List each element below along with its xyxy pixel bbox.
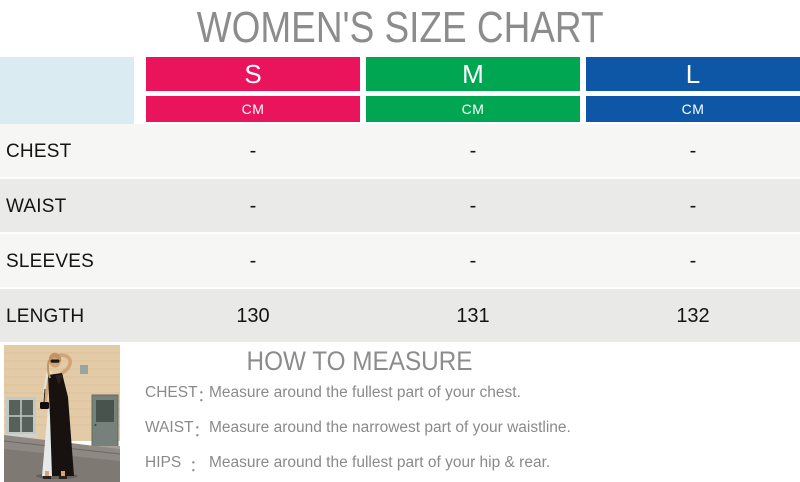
cell-value: -: [469, 195, 477, 217]
page-title-text: WOMEN'S SIZE CHART: [196, 3, 604, 52]
table-row-waist: WAIST - - -: [0, 179, 800, 234]
cell-value: -: [249, 140, 257, 162]
measure-item-waist: WAIST： Measure around the narrowest part…: [145, 419, 745, 440]
cell-value: -: [689, 250, 697, 272]
size-header-s: S: [146, 57, 360, 91]
cell-value: -: [689, 195, 697, 217]
page-title: WOMEN'S SIZE CHART: [0, 0, 800, 56]
cell-value: -: [469, 250, 477, 272]
cell-value: 131: [456, 305, 490, 327]
measure-heading-text: HOW TO MEASURE: [247, 345, 473, 376]
measure-item-chest: CHEST： Measure around the fullest part o…: [145, 384, 745, 405]
cell-value: 132: [676, 305, 710, 327]
measure-label: WAIST：: [145, 419, 210, 440]
measure-text: Measure around the fullest part of your …: [209, 384, 521, 401]
measure-text: Measure around the fullest part of your …: [209, 454, 551, 471]
row-label: CHEST: [6, 140, 72, 162]
table-row-chest: CHEST - - -: [0, 124, 800, 179]
row-label: WAIST: [6, 195, 67, 217]
table-row-length: LENGTH 130 131 132: [0, 289, 800, 344]
size-header-l: L: [586, 57, 800, 91]
model-photo: [4, 345, 120, 482]
size-header-m: M: [366, 57, 580, 91]
unit-cell-s: CM: [146, 96, 360, 122]
row-label: LENGTH: [6, 305, 85, 327]
row-label: SLEEVES: [6, 250, 95, 272]
measure-label: CHEST：: [145, 384, 214, 405]
corner-cell: [0, 57, 134, 124]
table-row-sleeves: SLEEVES - - -: [0, 234, 800, 289]
measure-text: Measure around the narrowest part of you…: [209, 419, 571, 436]
cell-value: -: [469, 140, 477, 162]
measure-heading: HOW TO MEASURE: [130, 346, 590, 376]
measure-item-hips: HIPS： Measure around the fullest part of…: [145, 454, 745, 475]
cell-value: 130: [236, 305, 270, 327]
cell-value: -: [249, 195, 257, 217]
cell-value: -: [249, 250, 257, 272]
measure-label: HIPS：: [145, 454, 205, 475]
cell-value: -: [689, 140, 697, 162]
unit-cell-l: CM: [586, 96, 800, 122]
unit-cell-m: CM: [366, 96, 580, 122]
